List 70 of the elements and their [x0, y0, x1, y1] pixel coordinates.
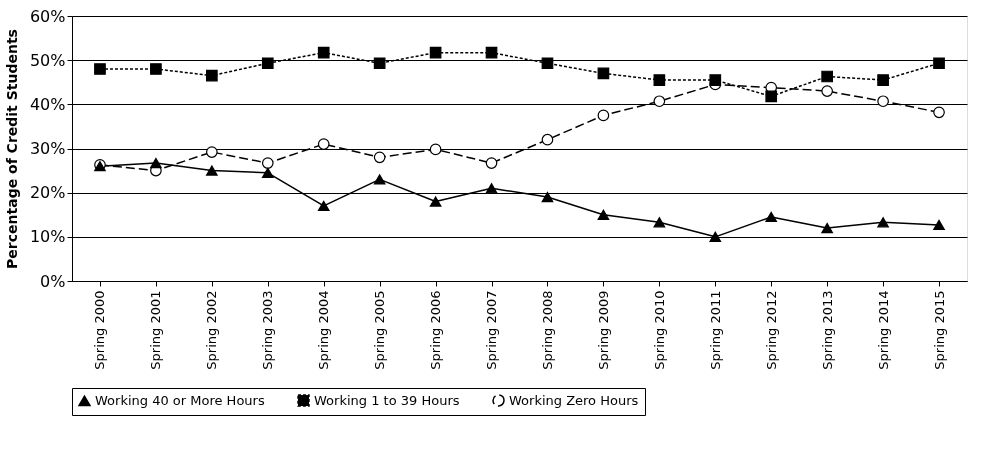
point [206, 165, 218, 176]
point [653, 217, 666, 228]
point [821, 222, 833, 234]
x-tick-label: Spring 2003 [260, 290, 276, 370]
x-tick-label: Spring 2000 [92, 290, 108, 370]
point [597, 209, 610, 220]
point [877, 217, 889, 228]
point [485, 183, 498, 194]
point [541, 133, 554, 146]
point [653, 74, 666, 86]
point [485, 46, 498, 59]
point [709, 231, 722, 242]
y-tick-label: 10% [29, 227, 66, 247]
point [150, 63, 162, 75]
x-tick-label: Spring 2009 [595, 290, 611, 370]
x-tick-label: Spring 2015 [931, 290, 947, 370]
point [597, 67, 610, 80]
x-tick-label: Spring 2008 [539, 290, 555, 370]
legend-label: Working 40 or More Hours [95, 392, 265, 408]
legend-label: Working 1 to 39 Hours [314, 392, 460, 408]
point [933, 106, 945, 119]
y-tick-label: 60% [29, 6, 66, 26]
x-tick-label: Spring 2002 [204, 290, 220, 370]
point [877, 95, 889, 108]
x-tick-label: Spring 2011 [707, 290, 723, 370]
point [317, 46, 330, 59]
y-tick-label: 40% [29, 94, 66, 114]
y-tick-label: 20% [29, 183, 66, 203]
x-tick-label: Spring 2010 [651, 290, 667, 370]
point [150, 157, 162, 169]
point [261, 167, 274, 178]
x-tick-label: Spring 2014 [875, 290, 891, 370]
x-tick-label: Spring 2013 [819, 290, 835, 370]
point [261, 157, 274, 169]
point [877, 74, 889, 86]
point [597, 109, 610, 122]
point [765, 90, 778, 103]
point [373, 174, 386, 185]
x-tick-label: Spring 2012 [763, 290, 779, 370]
point [765, 211, 778, 223]
point [94, 63, 106, 75]
point [485, 157, 498, 169]
y-tick-label: 30% [29, 139, 66, 158]
point [933, 219, 945, 231]
point [206, 69, 218, 82]
point [429, 196, 442, 207]
y-tick-label: 50% [29, 50, 66, 70]
point [933, 57, 945, 70]
point [429, 46, 442, 59]
point [541, 191, 554, 203]
x-tick-label: Spring 2004 [316, 290, 332, 370]
x-tick-label: Spring 2006 [428, 290, 444, 370]
x-tick-label: Spring 2001 [148, 290, 164, 370]
point [821, 85, 833, 97]
point [653, 95, 666, 108]
point [206, 146, 218, 158]
point [317, 200, 330, 212]
point [709, 74, 722, 86]
x-tick-label: Spring 2007 [484, 290, 500, 370]
point [373, 57, 386, 70]
point [317, 138, 330, 150]
point [429, 143, 442, 156]
x-tick-label: Spring 2005 [372, 290, 388, 370]
point [821, 70, 833, 83]
legend-label: Working Zero Hours [509, 392, 639, 408]
point [541, 57, 554, 70]
y-axis-title: Percentage of Credit Students [3, 29, 20, 269]
point [373, 151, 386, 164]
point [261, 57, 274, 70]
y-tick-label: 0% [40, 271, 66, 291]
